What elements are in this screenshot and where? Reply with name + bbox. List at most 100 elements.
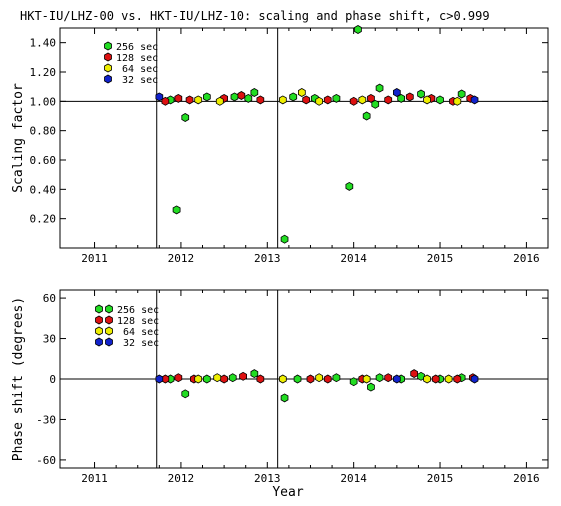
x-tick-label: 2015 <box>427 472 454 485</box>
data-point <box>181 113 190 122</box>
data-point <box>345 181 354 191</box>
y-tick-label: 1.20 <box>30 66 57 79</box>
legend-label: 64 sec <box>116 64 158 75</box>
y-tick-label: 0 <box>49 373 56 386</box>
data-point <box>194 374 203 384</box>
data-point <box>392 88 401 97</box>
legend-marker <box>104 63 112 73</box>
x-tick-label: 2014 <box>340 252 367 265</box>
data-point <box>358 95 367 105</box>
data-point <box>215 96 224 106</box>
data-point <box>362 374 371 384</box>
data-point <box>174 373 183 383</box>
data-point <box>202 92 211 102</box>
legend-marker <box>95 337 103 347</box>
legend-label: 32 sec <box>117 338 159 349</box>
data-point <box>436 95 444 105</box>
data-point <box>405 92 414 102</box>
data-point <box>280 393 289 403</box>
data-point <box>354 25 362 34</box>
x-tick-label: 2013 <box>254 472 281 485</box>
data-point <box>250 369 259 379</box>
data-point <box>185 95 194 105</box>
data-point <box>293 374 302 384</box>
legend-marker <box>95 304 103 314</box>
data-point <box>423 95 431 105</box>
legend-label: 256 sec <box>116 42 158 53</box>
legend-marker <box>105 326 113 336</box>
data-point <box>453 374 462 384</box>
chart-title: HKT-IU/LHZ-00 vs. HKT-IU/LHZ-10: scaling… <box>20 9 490 23</box>
legend-marker <box>104 52 112 62</box>
legend-label: 128 sec <box>116 53 158 64</box>
y-tick-label: -30 <box>36 413 56 426</box>
x-tick-label: 2014 <box>340 472 367 485</box>
data-point <box>423 374 431 384</box>
data-point <box>453 96 462 106</box>
data-point <box>323 95 332 105</box>
data-point <box>332 373 341 383</box>
data-point <box>202 374 211 384</box>
data-point <box>375 373 384 383</box>
y-tick-label: 0.40 <box>30 183 57 196</box>
x-tick-label: 2013 <box>254 252 281 265</box>
phase-shift-panel: 2011 2012 2013 2014 2015 2016 -60 -30 0 30 60 Phase… <box>11 289 549 500</box>
legend-marker <box>95 326 103 336</box>
x-tick-label: 2011 <box>81 472 108 485</box>
data-point <box>457 89 466 99</box>
x-tick-label: 2016 <box>513 472 540 485</box>
data-point <box>155 92 164 102</box>
data-point <box>349 377 358 387</box>
data-point <box>278 95 287 105</box>
legend-marker <box>95 315 103 325</box>
data-point <box>155 374 164 384</box>
data-point <box>289 92 298 102</box>
data-point <box>384 95 393 105</box>
data-point <box>315 96 324 106</box>
data-point <box>384 373 393 383</box>
data-point <box>256 374 265 384</box>
data-point <box>278 374 287 384</box>
data-point <box>367 382 375 392</box>
legend-marker <box>104 41 112 51</box>
data-point <box>417 89 425 99</box>
data-point <box>194 95 203 105</box>
data-point <box>280 234 289 244</box>
data-point <box>431 374 440 384</box>
data-point <box>410 369 419 379</box>
legend-label: 256 sec <box>117 305 159 316</box>
data-point <box>228 373 237 383</box>
data-point <box>367 93 375 103</box>
data-point <box>470 374 479 384</box>
data-point <box>302 95 311 105</box>
legend-marker <box>105 337 113 347</box>
data-point <box>239 371 248 381</box>
x-tick-label: 2011 <box>81 252 108 265</box>
data-point <box>444 374 453 384</box>
data-point <box>297 88 306 97</box>
data-point <box>213 373 222 383</box>
legend-marker <box>104 74 112 84</box>
data-point <box>323 374 332 384</box>
y-tick-label: 0.80 <box>30 125 57 138</box>
data-point <box>172 205 181 215</box>
legend-label: 32 sec <box>116 75 158 86</box>
y-tick-label: 30 <box>43 333 56 346</box>
scaling-factor-panel: 2011 2012 2013 2014 2015 2016 0.20 0.40 0.60 0.80… <box>11 25 549 265</box>
y-tick-label: 0.60 <box>30 154 57 167</box>
data-point <box>349 96 358 106</box>
legend-marker <box>105 304 113 314</box>
plot-frame <box>59 27 549 249</box>
y-tick-label: 1.00 <box>30 95 57 108</box>
data-point <box>392 374 401 384</box>
data-point <box>250 88 259 97</box>
y-axis-label: Phase shift (degrees) <box>11 297 26 461</box>
data-point <box>362 111 371 121</box>
x-tick-label: 2015 <box>427 252 454 265</box>
x-tick-label: 2016 <box>513 252 540 265</box>
data-point <box>220 374 229 384</box>
data-point <box>315 373 324 383</box>
y-tick-label: 0.20 <box>30 213 57 226</box>
data-point <box>230 92 239 102</box>
